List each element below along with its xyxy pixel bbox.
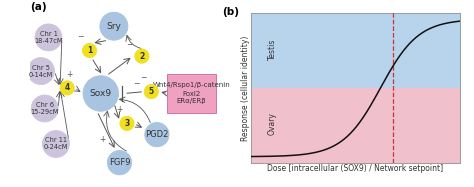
Text: +: + xyxy=(100,135,106,144)
Circle shape xyxy=(82,43,97,58)
Text: (a): (a) xyxy=(30,2,46,12)
Circle shape xyxy=(60,81,74,95)
Text: (b): (b) xyxy=(222,7,239,17)
FancyBboxPatch shape xyxy=(167,74,216,113)
Text: FGF9: FGF9 xyxy=(109,158,130,167)
Circle shape xyxy=(145,122,169,147)
Text: −: − xyxy=(141,73,147,82)
Text: Sry: Sry xyxy=(107,22,121,31)
Text: −: − xyxy=(126,40,132,49)
Text: Ovary: Ovary xyxy=(268,112,277,135)
Circle shape xyxy=(27,58,55,85)
Text: Chr 6
15-29cM: Chr 6 15-29cM xyxy=(30,102,59,115)
Text: 3: 3 xyxy=(124,119,129,128)
Circle shape xyxy=(100,12,128,40)
Text: PGD2: PGD2 xyxy=(145,130,169,139)
Text: Chr 11
0-24cM: Chr 11 0-24cM xyxy=(44,137,68,151)
X-axis label: Dose [intracellular (SOX9) / Network setpoint]: Dose [intracellular (SOX9) / Network set… xyxy=(267,164,444,173)
Circle shape xyxy=(144,85,158,99)
Circle shape xyxy=(31,95,58,122)
Text: Wnt4/Rspo1/β-catenin
Foxl2
ERα/ERβ: Wnt4/Rspo1/β-catenin Foxl2 ERα/ERβ xyxy=(153,82,230,105)
Text: +: + xyxy=(116,105,123,114)
Text: Testis: Testis xyxy=(268,38,277,60)
Circle shape xyxy=(135,49,149,63)
Text: −: − xyxy=(77,32,83,41)
Circle shape xyxy=(120,116,134,131)
Circle shape xyxy=(35,24,62,51)
Text: 4: 4 xyxy=(64,83,70,92)
Y-axis label: Response (cellular identity): Response (cellular identity) xyxy=(241,35,250,141)
Text: −: − xyxy=(134,79,140,88)
Text: Chr 5
0-14cM: Chr 5 0-14cM xyxy=(29,65,53,78)
Circle shape xyxy=(43,131,69,157)
Text: Chr 1
18-47cM: Chr 1 18-47cM xyxy=(34,31,63,44)
Circle shape xyxy=(83,76,118,111)
Text: 1: 1 xyxy=(87,46,92,55)
Text: +: + xyxy=(66,70,72,79)
Circle shape xyxy=(107,151,132,175)
Text: 5: 5 xyxy=(149,87,154,96)
Text: Sox9: Sox9 xyxy=(90,89,112,98)
Text: 2: 2 xyxy=(139,52,145,61)
